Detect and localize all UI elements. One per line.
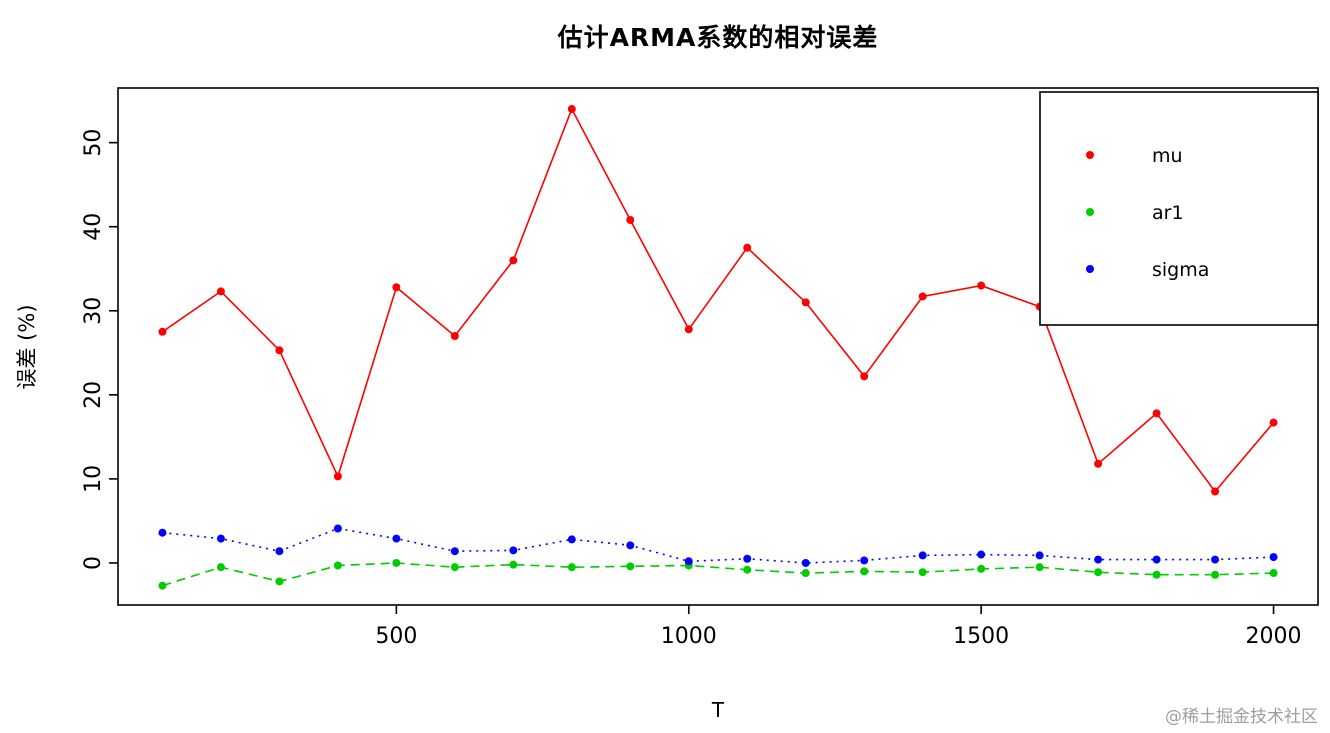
data-point-mu [392,283,401,292]
data-point-mu [333,472,342,481]
data-point-sigma [158,528,167,537]
data-point-ar1 [1035,563,1044,572]
data-point-mu [801,298,810,307]
data-point-sigma [743,554,752,563]
data-point-ar1 [1152,570,1161,579]
data-point-sigma [450,547,459,556]
data-point-mu [977,281,986,290]
data-point-mu [158,327,167,336]
data-point-mu [1211,487,1220,496]
data-point-mu [509,256,518,265]
data-point-sigma [333,524,342,533]
legend-label-mu: mu [1152,145,1183,167]
data-point-ar1 [743,565,752,574]
data-point-ar1 [567,563,576,572]
y-tick-label: 50 [81,129,106,157]
y-tick-label: 0 [81,556,106,570]
data-point-mu [216,287,225,296]
x-tick-label: 2000 [1246,624,1302,649]
data-point-mu [918,292,927,301]
data-point-mu [1152,409,1161,418]
data-point-sigma [1269,553,1278,562]
data-point-ar1 [626,562,635,571]
legend-label-ar1: ar1 [1152,202,1184,224]
data-point-ar1 [1211,570,1220,579]
data-point-sigma [567,535,576,544]
data-point-ar1 [1094,568,1103,577]
data-point-mu [684,325,693,334]
data-point-mu [275,346,284,355]
data-point-ar1 [450,563,459,572]
watermark: @稀土掘金技术社区 [1165,707,1318,727]
legend-box [1039,91,1319,326]
data-point-sigma [392,534,401,543]
legend-marker-sigma [1086,265,1094,273]
data-point-sigma [801,558,810,567]
plot-border [117,87,1319,606]
legend-marker-ar1 [1086,208,1094,216]
data-point-ar1 [860,567,869,576]
data-point-sigma [1152,555,1161,564]
data-point-mu [1094,459,1103,468]
data-point-ar1 [918,568,927,577]
series-line-mu [161,107,1275,493]
data-point-sigma [216,534,225,543]
y-tick-label: 20 [81,381,106,409]
data-point-mu [567,105,576,114]
x-axis-label: T [711,698,725,722]
series-line-ar1 [162,562,1274,587]
data-point-sigma [1035,551,1044,560]
data-point-sigma [977,550,986,559]
data-point-ar1 [509,560,518,569]
data-point-sigma [1211,555,1220,564]
data-point-ar1 [275,577,284,586]
data-point-ar1 [216,563,225,572]
data-point-sigma [275,547,284,556]
legend-label-sigma: sigma [1152,259,1209,281]
data-point-sigma [1094,555,1103,564]
y-tick-label: 10 [81,465,106,493]
data-point-sigma [626,541,635,550]
x-tick-label: 1000 [661,624,717,649]
data-point-ar1 [158,581,167,590]
data-point-mu [860,372,869,381]
series-line-sigma [162,527,1274,564]
legend-marker-mu [1086,151,1094,159]
x-tick-label: 500 [375,624,417,649]
data-point-ar1 [1269,569,1278,578]
chart-title: 估计ARMA系数的相对误差 [557,23,879,52]
data-point-mu [626,215,635,224]
data-point-ar1 [333,561,342,570]
data-point-sigma [918,551,927,560]
x-tick-label: 1500 [953,624,1009,649]
data-point-mu [743,243,752,252]
y-tick-label: 40 [81,213,106,241]
data-point-ar1 [977,564,986,573]
data-point-sigma [860,556,869,565]
y-tick-label: 30 [81,297,106,325]
data-point-mu [1269,418,1278,427]
data-point-ar1 [392,558,401,567]
data-point-mu [450,331,459,340]
data-point-sigma [509,546,518,555]
data-point-ar1 [801,569,810,578]
data-point-sigma [684,557,693,566]
